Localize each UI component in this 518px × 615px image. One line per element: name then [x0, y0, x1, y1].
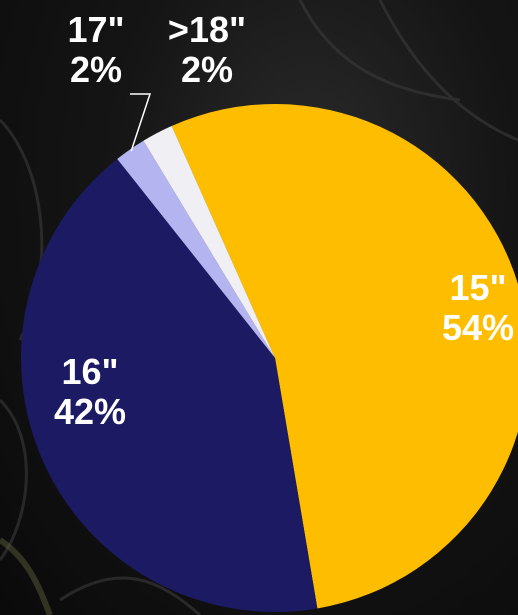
- slice-18plus: [143, 125, 275, 358]
- slice-label-16in-category: 16": [61, 351, 119, 392]
- slice-label-17in: 17" 2%: [67, 10, 124, 90]
- slice-label-15in-value: 54%: [441, 307, 515, 348]
- slice-label-18plus: >18" 2%: [168, 10, 246, 90]
- leader-line-17in: [130, 93, 152, 152]
- slice-label-15in-category: 15": [449, 267, 507, 308]
- slice-label-18plus-category: >18": [167, 9, 247, 50]
- slice-16in: [20, 158, 318, 612]
- slice-label-18plus-value: 2%: [180, 49, 234, 90]
- slice-15in: [171, 104, 518, 609]
- slice-label-16in-value: 42%: [53, 391, 127, 432]
- slice-label-15in: 15" 54%: [442, 268, 514, 348]
- slice-17in: [117, 140, 276, 358]
- slice-label-16in: 16" 42%: [54, 352, 126, 432]
- slice-label-17in-category: 17": [67, 9, 125, 50]
- slice-label-17in-value: 2%: [69, 49, 123, 90]
